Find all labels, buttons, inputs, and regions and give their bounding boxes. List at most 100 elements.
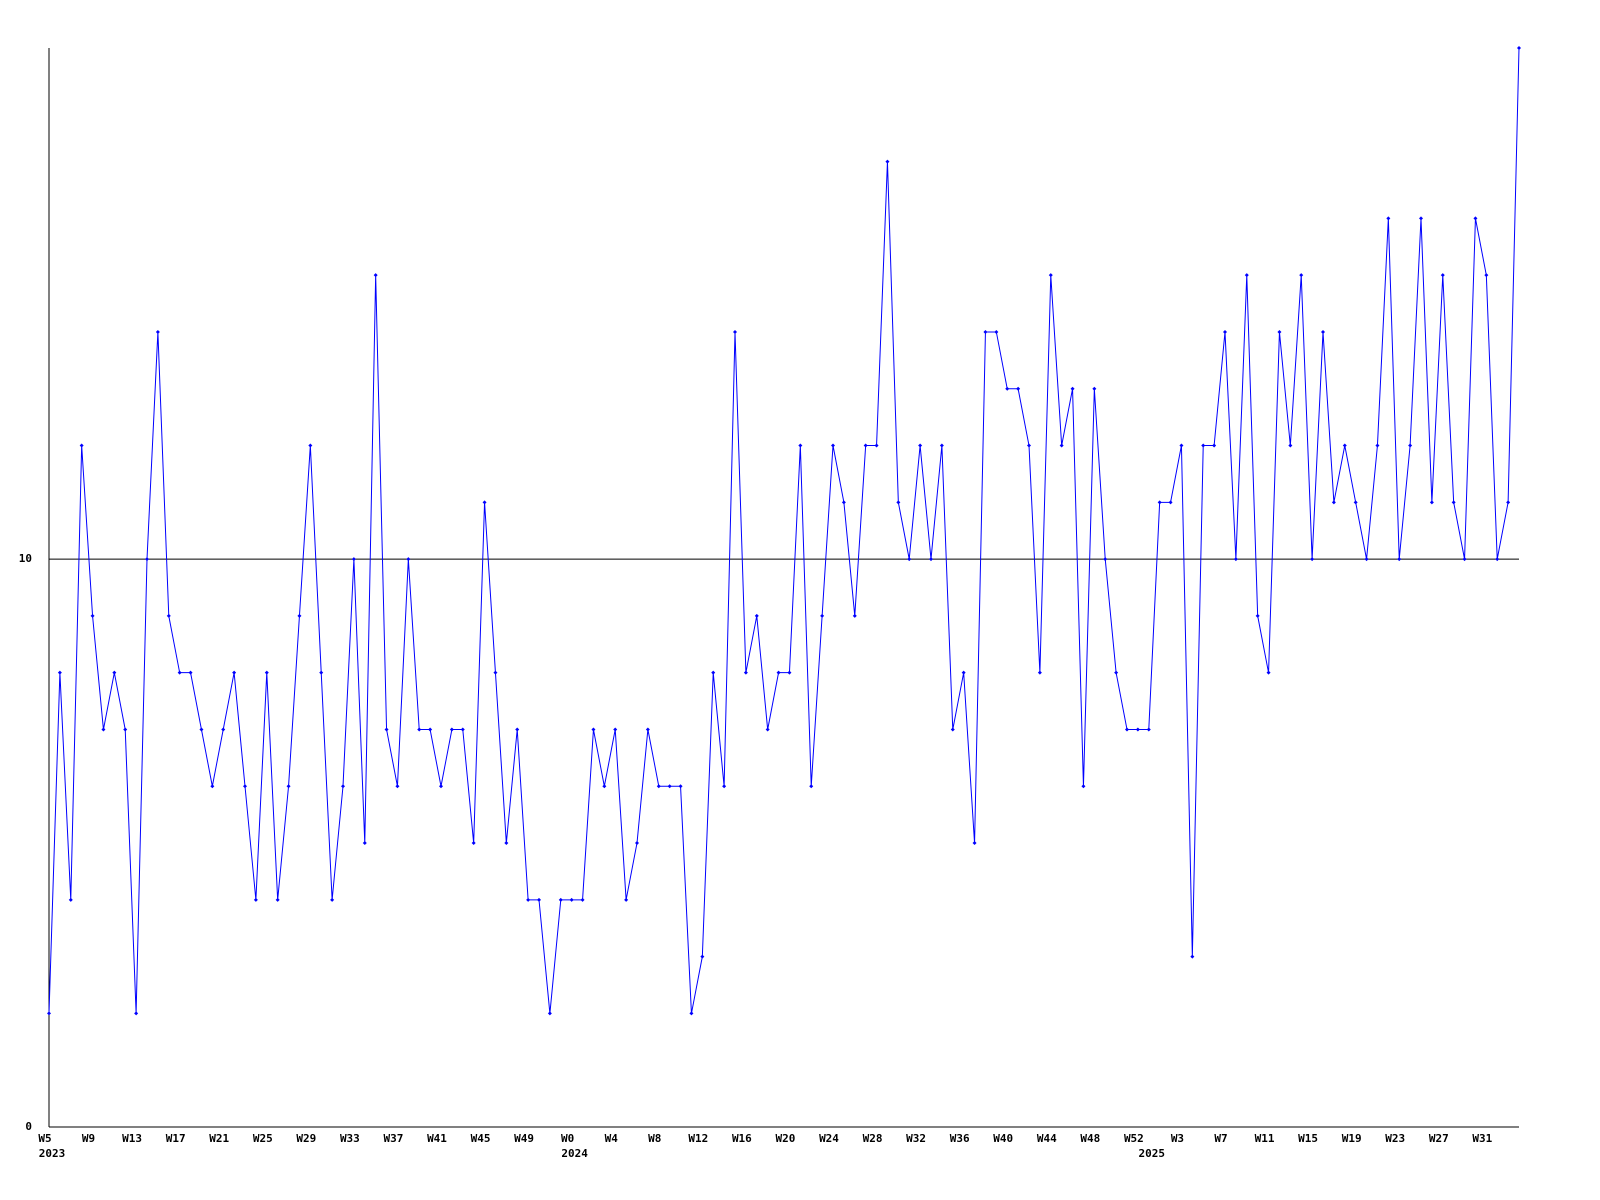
- point: [1462, 557, 1467, 562]
- point: [1375, 443, 1380, 448]
- x-tick-label: W45: [471, 1132, 491, 1145]
- point: [809, 784, 814, 789]
- x-tick-label: W52: [1124, 1132, 1144, 1145]
- point: [1016, 386, 1021, 391]
- point: [1070, 386, 1075, 391]
- point: [841, 500, 846, 505]
- point: [939, 443, 944, 448]
- point: [1212, 443, 1217, 448]
- point: [471, 841, 476, 846]
- point: [134, 1011, 139, 1016]
- x-tick-label: W37: [384, 1132, 404, 1145]
- point: [1027, 443, 1031, 448]
- x-tick-label: W11: [1255, 1132, 1275, 1145]
- point: [1429, 500, 1434, 505]
- point: [733, 329, 737, 334]
- point: [232, 670, 237, 675]
- point: [1037, 670, 1042, 675]
- point: [177, 670, 182, 675]
- point: [700, 954, 705, 959]
- point: [1364, 557, 1369, 562]
- point: [1244, 273, 1249, 278]
- x-tick-label: W48: [1080, 1132, 1100, 1145]
- point: [1397, 557, 1402, 562]
- point: [1288, 443, 1293, 448]
- x-tick-label: W3: [1171, 1132, 1184, 1145]
- point: [330, 897, 335, 902]
- point: [253, 897, 258, 902]
- point: [1125, 727, 1129, 732]
- x-tick-label: W8: [648, 1132, 661, 1145]
- point: [1506, 500, 1511, 505]
- point: [47, 1011, 51, 1016]
- x-year-label: 2025: [1139, 1147, 1166, 1160]
- point: [863, 443, 868, 448]
- point: [188, 670, 193, 675]
- point: [929, 557, 933, 562]
- point: [68, 897, 73, 902]
- x-tick-label: W49: [514, 1132, 534, 1145]
- point: [613, 727, 618, 732]
- x-tick-label: W41: [427, 1132, 447, 1145]
- point: [373, 273, 378, 278]
- point: [1135, 727, 1140, 732]
- point: [537, 897, 541, 902]
- point: [90, 613, 95, 618]
- point: [1473, 216, 1478, 221]
- point: [1223, 329, 1227, 334]
- point: [1266, 670, 1271, 675]
- point: [1321, 329, 1325, 334]
- point: [515, 727, 520, 732]
- point: [1495, 557, 1500, 562]
- point: [221, 727, 226, 732]
- point: [297, 613, 302, 618]
- x-tick-label: W28: [863, 1132, 883, 1145]
- x-tick-label: W4: [605, 1132, 619, 1145]
- point: [569, 897, 574, 902]
- point: [624, 897, 629, 902]
- x-tick-label: W0: [561, 1132, 574, 1145]
- point: [918, 443, 923, 448]
- point: [1451, 500, 1456, 505]
- x-tick-label: W25: [253, 1132, 273, 1145]
- point: [972, 841, 977, 846]
- x-tick-label: W33: [340, 1132, 360, 1145]
- x-tick-label: W19: [1342, 1132, 1362, 1145]
- point: [776, 670, 781, 675]
- point: [1255, 613, 1260, 618]
- x-tick-label: W12: [688, 1132, 708, 1145]
- point: [1484, 273, 1489, 278]
- point: [308, 443, 313, 448]
- point: [286, 784, 291, 789]
- point: [743, 670, 748, 675]
- x-tick-label: W17: [166, 1132, 186, 1145]
- x-tick-label: W36: [950, 1132, 970, 1145]
- point: [591, 727, 596, 732]
- point: [983, 329, 988, 334]
- point: [1190, 954, 1195, 959]
- point: [1048, 273, 1053, 278]
- point: [820, 613, 825, 618]
- point: [547, 1011, 552, 1016]
- point: [406, 557, 411, 562]
- line: [48, 47, 1520, 1014]
- x-tick-label: W24: [819, 1132, 839, 1145]
- x-tick-label: W16: [732, 1132, 752, 1145]
- point: [166, 613, 171, 618]
- point: [1331, 500, 1336, 505]
- y-tick-label: 0: [25, 1120, 32, 1133]
- point: [907, 557, 912, 562]
- point: [351, 557, 356, 562]
- point: [896, 500, 901, 505]
- point: [1114, 670, 1119, 675]
- x-tick-label: W31: [1472, 1132, 1492, 1145]
- point: [754, 613, 759, 618]
- point: [1146, 727, 1151, 732]
- point: [667, 784, 672, 789]
- point: [1517, 46, 1521, 50]
- point: [460, 727, 465, 732]
- x-tick-label: W27: [1429, 1132, 1449, 1145]
- point: [1440, 273, 1445, 278]
- point: [1233, 557, 1238, 562]
